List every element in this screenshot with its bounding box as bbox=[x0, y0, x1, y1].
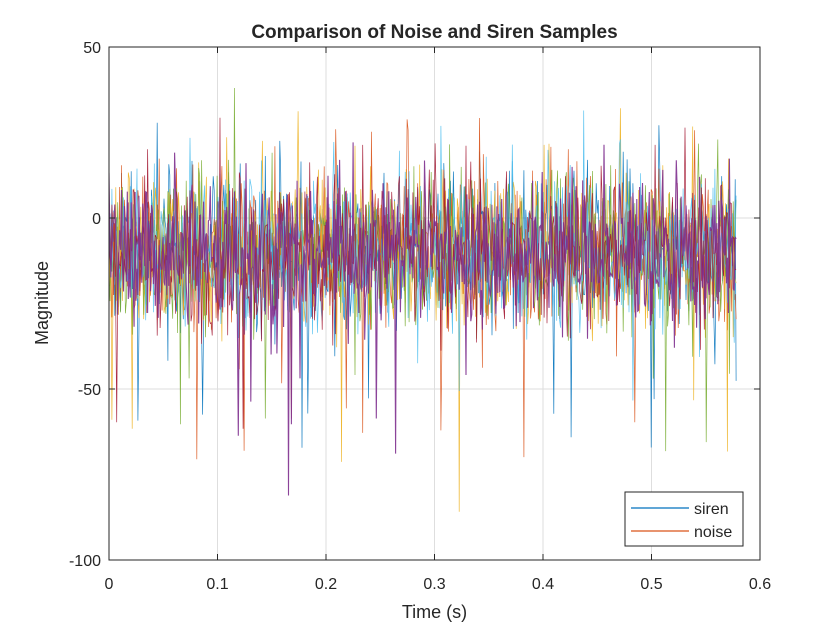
series-line-trace-4 bbox=[109, 87, 737, 452]
axis-ticks: 0 0.1 0.2 0.3 0.4 0.5 0.6 -100 -50 0 50 bbox=[69, 40, 771, 593]
x-tick-label: 0.6 bbox=[749, 576, 771, 593]
x-tick-label: 0.2 bbox=[315, 576, 337, 593]
x-tick-label: 0.5 bbox=[640, 576, 662, 593]
series-line-trace-7 bbox=[109, 142, 737, 496]
y-tick-label: -100 bbox=[69, 553, 101, 570]
y-tick-label: 0 bbox=[92, 211, 101, 228]
y-axis-label: Magnitude bbox=[32, 261, 52, 345]
legend-label-noise: noise bbox=[694, 524, 732, 541]
y-tick-label: 50 bbox=[83, 40, 101, 57]
legend-label-siren: siren bbox=[694, 501, 729, 518]
x-tick-label: 0.1 bbox=[206, 576, 228, 593]
x-tick-label: 0.4 bbox=[532, 576, 554, 593]
x-tick-label: 0 bbox=[105, 576, 114, 593]
series-traces bbox=[109, 87, 737, 512]
legend-box bbox=[624, 491, 744, 547]
x-tick-label: 0.3 bbox=[423, 576, 445, 593]
chart-title: Comparison of Noise and Siren Samples bbox=[251, 22, 617, 43]
y-tick-label: -50 bbox=[78, 382, 101, 399]
legend: siren noise bbox=[624, 491, 744, 547]
x-axis-label: Time (s) bbox=[402, 602, 467, 622]
